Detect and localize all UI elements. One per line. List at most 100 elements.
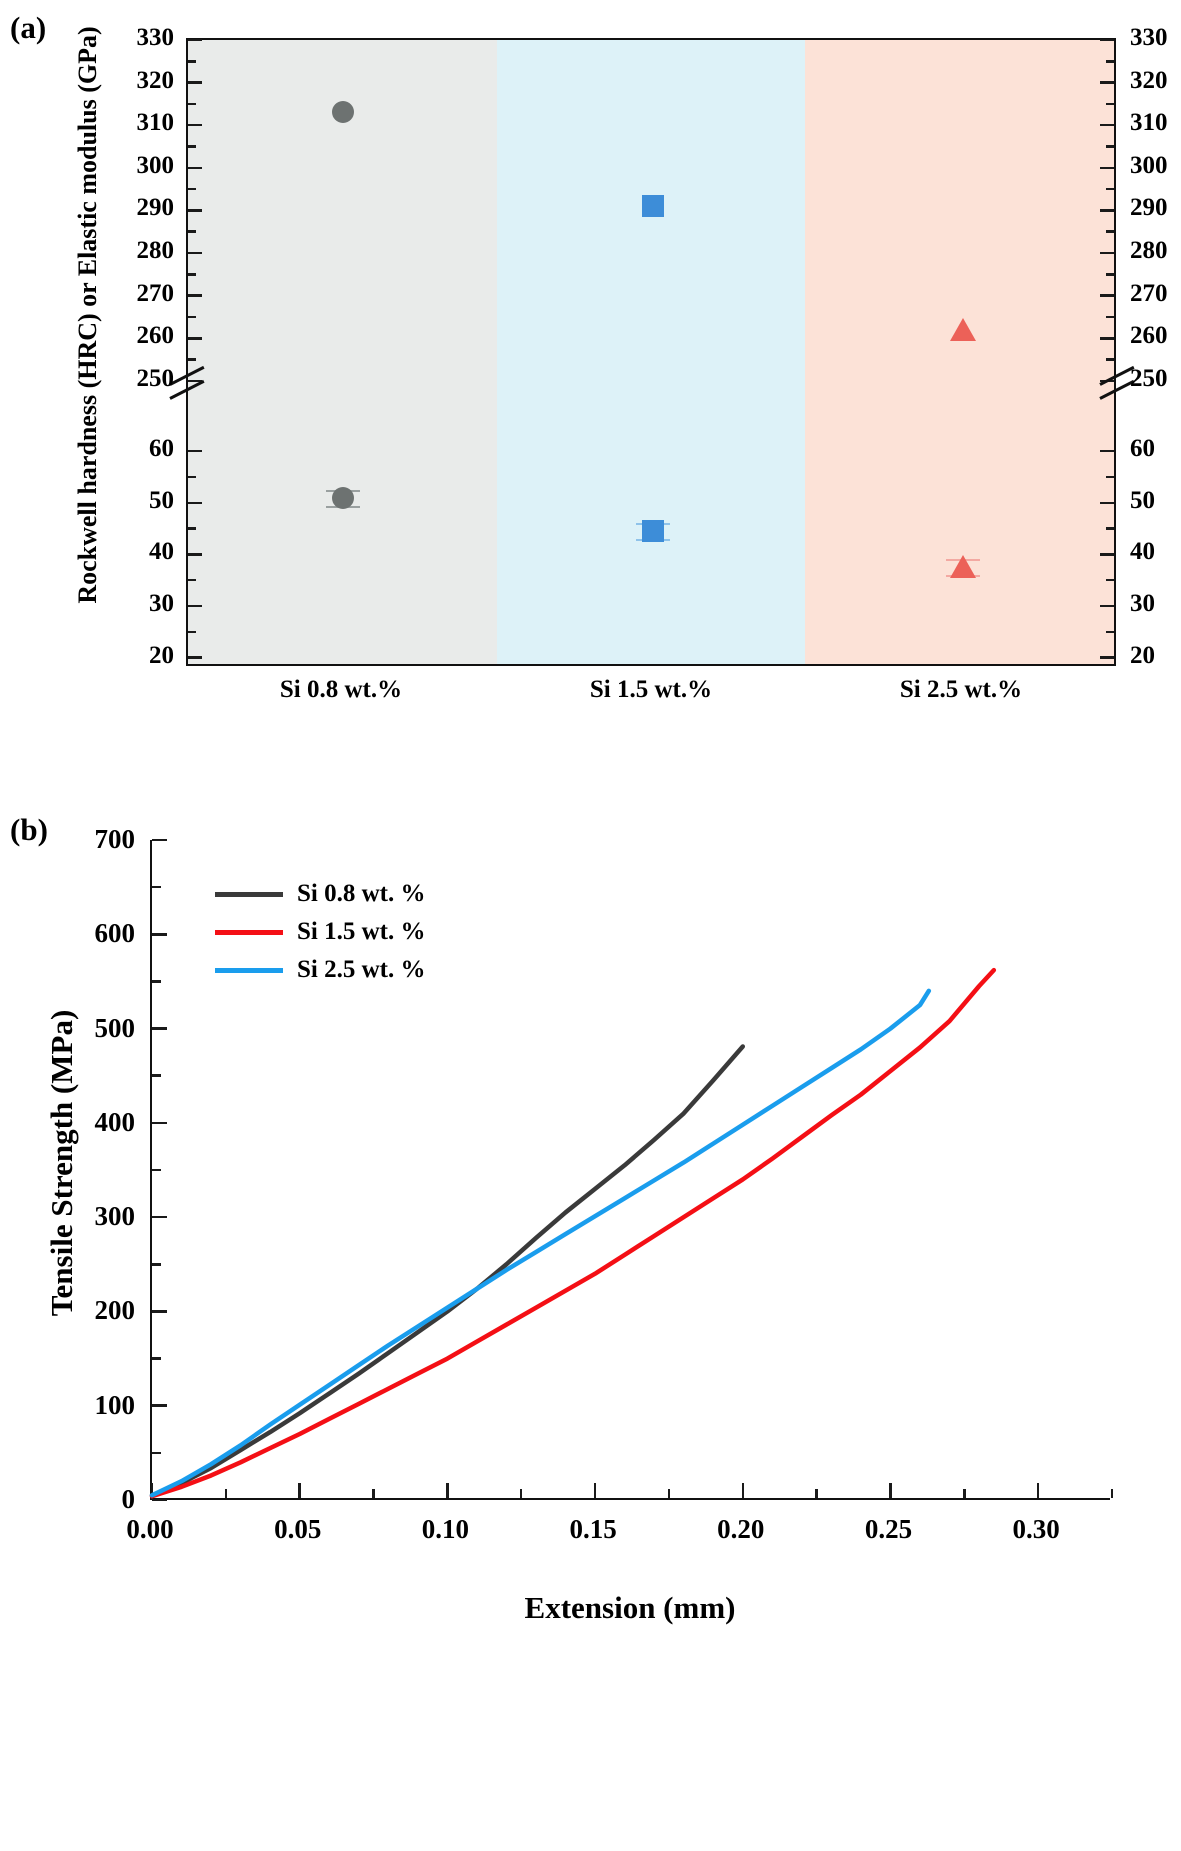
y-minor-tick [152,885,161,889]
x-minor-tick [372,1489,375,1498]
y-tick-right [1106,315,1114,319]
y-tick-left [188,209,202,212]
y-tick [152,1027,167,1030]
legend-item: Si 0.8 wt. % [215,875,425,913]
x-minor-tick [1110,1489,1114,1498]
y-tick-label-right: 320 [1130,66,1168,94]
panel-b-legend: Si 0.8 wt. % Si 1.5 wt. % Si 2.5 wt. % [215,875,425,989]
y-tick-right [1106,578,1114,582]
y-tick [152,1310,167,1313]
x-category-label: Si 2.5 wt.% [899,676,1023,703]
y-tick-left [188,449,202,453]
y-tick-right [1106,273,1114,276]
y-tick-right [1100,337,1114,340]
y-tick [152,838,167,842]
y-tick-label-right: 290 [1130,194,1168,222]
curve-si-0-8-wt- [149,1044,746,1498]
x-category-label: Si 0.8 wt.% [279,676,403,703]
y-tick-left [188,475,196,479]
y-tick-label: 600 [94,918,136,949]
y-tick-label: 500 [94,1012,136,1043]
y-tick-label-left: 20 [149,641,174,669]
y-tick-left [188,604,202,608]
legend-label: Si 1.5 wt. % [297,918,426,945]
marker-modulus-circle [332,101,354,124]
y-tick-right [1100,123,1114,127]
marker-hardness-triangle [950,555,976,579]
break-right-mark [1099,380,1140,427]
marker-hardness-square [642,520,664,543]
x-tick [446,1483,449,1498]
x-tick-label: 0.15 [569,1514,617,1544]
legend-line-swatch [215,967,283,973]
x-category-label: Si 1.5 wt.% [589,676,713,703]
x-tick [593,1483,597,1498]
legend-item: Si 2.5 wt. % [215,951,425,989]
y-tick [152,1121,167,1125]
curve-si-2-5-wt- [149,988,932,1498]
y-tick-left [188,81,202,84]
y-tick-right [1100,553,1114,556]
y-tick-left [188,294,202,297]
y-tick-label-left: 300 [136,151,175,179]
y-tick-left [188,656,202,659]
y-tick [152,1404,167,1407]
y-tick-label-left: 30 [149,590,174,618]
y-tick-label-right: 60 [1130,435,1155,463]
x-tick [889,1483,892,1498]
x-minor-tick [519,1489,523,1498]
y-tick [152,933,167,936]
y-tick-right [1106,475,1114,479]
x-minor-tick [815,1489,818,1498]
y-tick-label-left: 250 [136,364,175,392]
y-tick-label: 700 [94,824,136,854]
x-tick-label: 0.10 [421,1514,469,1544]
y-tick-left [188,315,196,319]
y-tick-left [188,527,196,530]
y-tick-label-right: 300 [1130,151,1168,179]
y-tick-label-right: 260 [1130,322,1168,350]
y-tick-right [1106,145,1114,148]
y-tick-label: 300 [94,1201,136,1232]
y-tick-right [1100,81,1114,84]
y-tick-label-right: 30 [1130,590,1155,618]
y-tick-label-left: 50 [149,486,174,514]
y-tick-right [1106,527,1114,530]
y-tick-label-right: 330 [1130,24,1168,51]
y-tick-left [188,38,202,42]
marker-modulus-triangle [950,317,976,341]
x-tick-label: 0.05 [274,1514,322,1544]
y-tick-left [188,337,202,340]
y-tick-left [188,553,202,556]
y-tick-label-left: 330 [136,24,175,51]
y-tick-label-right: 50 [1130,486,1155,514]
panel-b-plot-area [149,838,1114,1502]
x-tick-label: 0.20 [717,1514,765,1544]
y-tick-right [1100,38,1114,42]
y-tick-left [188,60,196,63]
y-tick-label-left: 40 [149,538,174,566]
x-tick [298,1483,301,1498]
y-tick-left [188,230,196,233]
legend-item: Si 1.5 wt. % [215,913,425,951]
x-tick [741,1483,745,1498]
y-tick-left [188,145,196,148]
x-tick [150,1483,154,1498]
y-tick-right [1100,656,1114,659]
legend-line-swatch [215,929,283,935]
y-tick-label-left: 310 [136,109,175,137]
y-tick-label-right: 20 [1130,641,1155,669]
marker-modulus-square [642,195,664,218]
y-tick [152,1215,167,1219]
y-tick-label: 0 [121,1484,136,1514]
y-tick-left [188,187,196,191]
panel-a-plot-area [169,38,1135,666]
y-tick-label: 100 [94,1389,136,1420]
y-tick-left [188,630,196,634]
x-minor-tick [224,1489,228,1498]
y-tick-label-left: 270 [136,279,175,307]
y-minor-tick [152,1074,161,1077]
y-tick-right [1100,501,1114,505]
panel-b-x-axis-title: Extension (mm) [524,1590,736,1625]
y-minor-tick [152,1451,161,1455]
